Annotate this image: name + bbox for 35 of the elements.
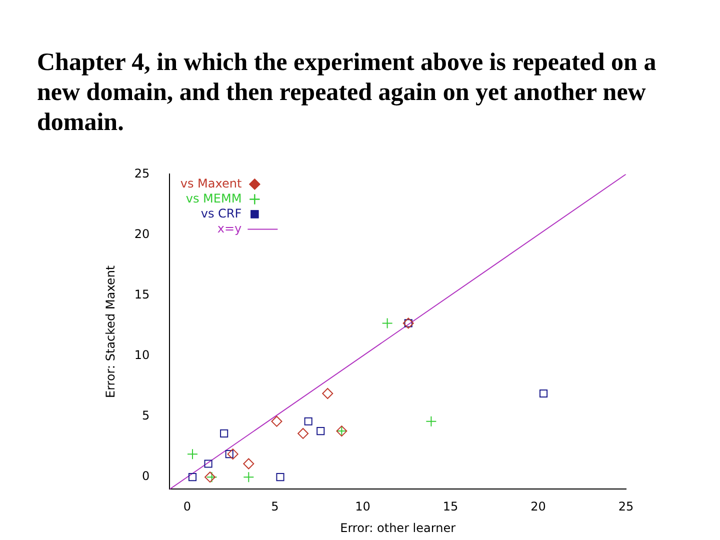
- point: [220, 429, 228, 438]
- point: [298, 428, 309, 439]
- point: [186, 448, 198, 460]
- point: [271, 416, 282, 427]
- point: [382, 318, 393, 329]
- point: [304, 417, 312, 426]
- legend-label: x=y: [217, 221, 242, 236]
- y-tick-label: 10: [134, 348, 150, 362]
- y-tick-label: 0: [142, 469, 150, 484]
- point: [204, 460, 212, 468]
- point: [316, 427, 325, 436]
- point: [243, 472, 254, 483]
- legend-label: vs Maxent: [180, 176, 242, 190]
- x-tick-label: 10: [355, 500, 370, 514]
- y-tick-label: 25: [134, 166, 150, 180]
- x-axis-title: Error: other learner: [340, 520, 456, 535]
- x-tick-label: 25: [618, 500, 634, 514]
- point: [426, 416, 437, 427]
- point: [539, 389, 548, 398]
- point: [243, 458, 254, 470]
- x-tick-label: 5: [271, 500, 279, 514]
- y-tick-label: 5: [142, 408, 150, 423]
- y-tick-label: 15: [134, 287, 150, 302]
- point: [188, 473, 197, 482]
- legend-label: vs CRF: [200, 206, 242, 220]
- point: [276, 473, 284, 482]
- point: [322, 388, 334, 399]
- point: [227, 448, 238, 460]
- y-tick-label: 20: [134, 226, 150, 241]
- x-tick-label: 0: [183, 500, 192, 514]
- chart-title: Chapter 4, in which the experiment above is repeated on a new domain, and then repeated again on yet another new domain.: [37, 48, 658, 138]
- y-axis-title: Error: Stacked Maxent: [103, 265, 118, 398]
- x-tick-label: 15: [442, 500, 458, 514]
- legend-label: vs MEMM: [186, 191, 242, 206]
- x-tick-label: 20: [530, 500, 546, 514]
